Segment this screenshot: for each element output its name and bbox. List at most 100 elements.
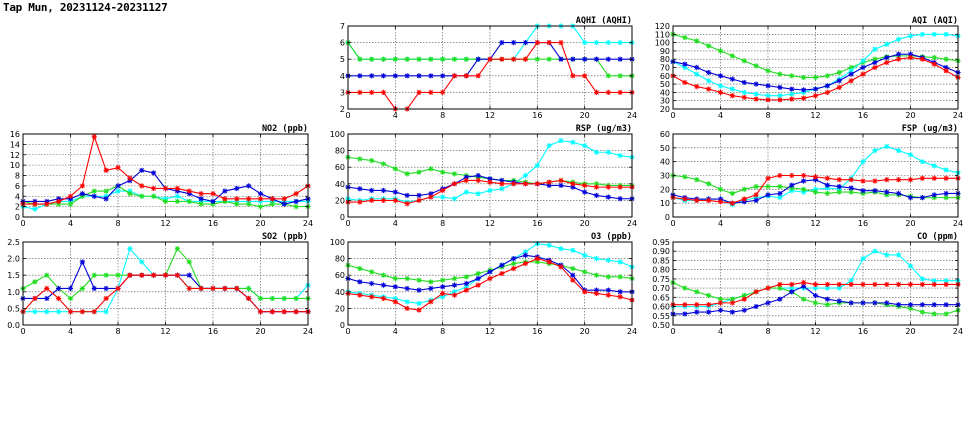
data-point	[404, 201, 410, 207]
data-point	[789, 285, 795, 291]
data-point	[186, 198, 192, 205]
data-point	[836, 177, 842, 183]
data-point	[617, 152, 623, 159]
data-point	[499, 262, 505, 268]
data-point	[907, 51, 914, 57]
x-tick-label: 4	[68, 327, 73, 336]
data-point	[257, 196, 264, 202]
y-tick-label: 16	[10, 130, 20, 139]
data-point	[860, 256, 866, 262]
data-point	[534, 181, 540, 187]
data-point	[44, 201, 50, 207]
data-point	[582, 252, 588, 258]
data-point	[617, 274, 623, 280]
data-point	[487, 275, 493, 282]
data-point	[499, 177, 505, 184]
data-point	[380, 272, 387, 278]
data-point	[931, 175, 937, 181]
data-point	[872, 248, 878, 254]
data-point	[558, 56, 564, 62]
x-tick-label: 24	[953, 219, 963, 228]
data-point	[246, 201, 252, 207]
data-point	[741, 196, 747, 202]
data-point	[222, 285, 228, 292]
data-point	[765, 183, 771, 190]
data-point	[380, 295, 387, 302]
data-point	[404, 285, 410, 292]
data-point	[617, 56, 623, 62]
data-point	[789, 91, 795, 97]
data-point	[522, 56, 529, 62]
data-point	[511, 181, 517, 187]
data-point	[943, 175, 949, 181]
x-tick-label: 16	[208, 327, 218, 336]
data-point	[32, 309, 38, 315]
data-point	[729, 300, 735, 306]
data-point	[896, 148, 902, 154]
data-point	[210, 191, 216, 197]
data-point	[428, 279, 434, 285]
data-point	[234, 196, 240, 202]
data-point	[440, 277, 446, 283]
data-point	[451, 181, 458, 187]
y-tick-label: 6	[340, 39, 345, 48]
data-point	[56, 295, 62, 302]
data-point	[246, 295, 252, 302]
data-point	[369, 269, 375, 275]
data-point	[404, 275, 410, 282]
data-point	[392, 73, 398, 79]
data-point	[56, 198, 62, 205]
data-point	[836, 281, 842, 288]
data-point	[463, 174, 469, 180]
data-point	[824, 185, 830, 191]
data-point	[593, 290, 600, 297]
data-point	[103, 196, 109, 202]
x-tick-label: 12	[810, 327, 820, 336]
y-tick-label: 2.0	[7, 255, 20, 264]
data-point	[198, 285, 204, 292]
data-point	[44, 309, 50, 315]
data-point	[824, 296, 830, 302]
chart-title: NO2 (ppb)	[262, 124, 308, 134]
data-point	[380, 89, 387, 95]
x-tick-label: 4	[718, 327, 723, 336]
data-point	[246, 285, 252, 292]
data-point	[694, 302, 700, 308]
data-point	[103, 167, 109, 173]
data-point	[836, 186, 842, 192]
data-point	[246, 183, 252, 189]
chart-rsp: 0 4 8 12 16 20 24 0 20 40 60 80 100 RSP (ug/m3)	[330, 124, 637, 228]
data-point	[617, 289, 623, 295]
data-point	[812, 174, 819, 180]
data-point	[440, 73, 446, 79]
x-tick-label: 24	[953, 111, 963, 120]
data-point	[56, 309, 62, 315]
data-point	[392, 284, 398, 290]
chart-so2: 0 4 8 12 16 20 24 0.0 0.5 1.0 1.5 2.0 2.5 SO2 (ppb)	[7, 232, 313, 336]
data-point	[907, 33, 914, 39]
data-point	[919, 159, 925, 165]
data-point	[694, 177, 700, 183]
data-point	[896, 56, 902, 62]
data-point	[151, 272, 157, 278]
data-point	[369, 187, 375, 194]
data-point	[753, 192, 759, 198]
data-point	[694, 71, 700, 77]
data-point	[777, 183, 783, 190]
data-point	[884, 192, 890, 198]
data-point	[706, 292, 712, 299]
data-point	[943, 302, 949, 308]
data-point	[907, 152, 914, 158]
data-point	[210, 198, 216, 205]
x-tick-label: 12	[810, 111, 820, 120]
data-point	[682, 285, 688, 291]
data-point	[174, 272, 180, 278]
data-point	[919, 31, 925, 37]
data-point	[741, 307, 747, 313]
data-point	[487, 269, 493, 275]
data-point	[741, 94, 747, 100]
data-point	[32, 206, 38, 212]
x-tick-label: 20	[580, 327, 590, 336]
chart-title: FSP (ug/m3)	[902, 124, 958, 134]
